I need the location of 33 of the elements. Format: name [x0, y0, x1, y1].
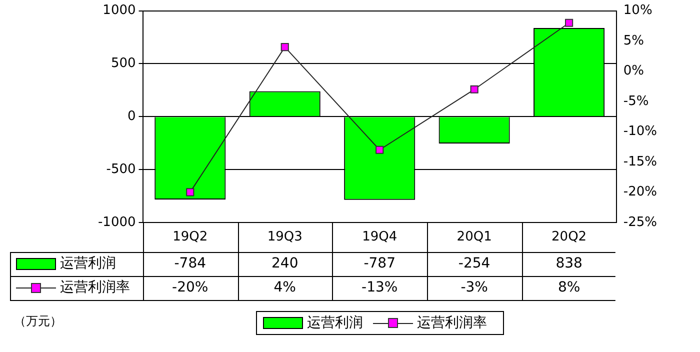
text: 运营利润 [307, 315, 363, 331]
x-tick-label: 20Q2 [552, 230, 587, 245]
y2-tick-label: -10% [623, 124, 658, 140]
data-label: 838 [556, 256, 582, 272]
y2-tick-label: -20% [623, 184, 658, 200]
y-tick-label: -500 [106, 162, 136, 177]
text: 运营利润率 [417, 315, 487, 331]
y-tick-label: -1000 [98, 214, 136, 230]
y2-tick-label: -5% [623, 94, 649, 109]
data-label: 4% [274, 280, 296, 296]
data-label: -787 [364, 256, 396, 272]
y2-tick-label: 0% [623, 64, 644, 79]
y2-tick-label: -25% [623, 214, 658, 230]
data-label: -784 [174, 256, 206, 272]
data-label: 240 [272, 256, 298, 272]
legend-label: 运营利润率 [60, 280, 130, 296]
y-tick-label: 500 [110, 56, 136, 72]
data-label: -254 [458, 256, 490, 272]
x-tick-label: 19Q4 [362, 230, 398, 245]
y2-tick-label: -15% [623, 154, 658, 170]
data-label: 8% [558, 280, 580, 296]
text: （万元） [14, 314, 62, 328]
y-tick-label: 0 [127, 108, 136, 124]
x-tick-label: 19Q2 [172, 230, 208, 245]
x-tick-label: 20Q1 [456, 230, 492, 245]
legend-label: 运营利润 [60, 256, 116, 272]
data-label: -13% [362, 280, 398, 296]
y-tick-label: 1000 [102, 3, 136, 18]
y2-tick-label: 10% [623, 3, 652, 18]
y2-tick-label: 5% [623, 33, 644, 48]
data-label: -20% [172, 280, 208, 296]
x-tick-label: 19Q3 [267, 230, 302, 245]
data-label: -3% [460, 280, 488, 296]
